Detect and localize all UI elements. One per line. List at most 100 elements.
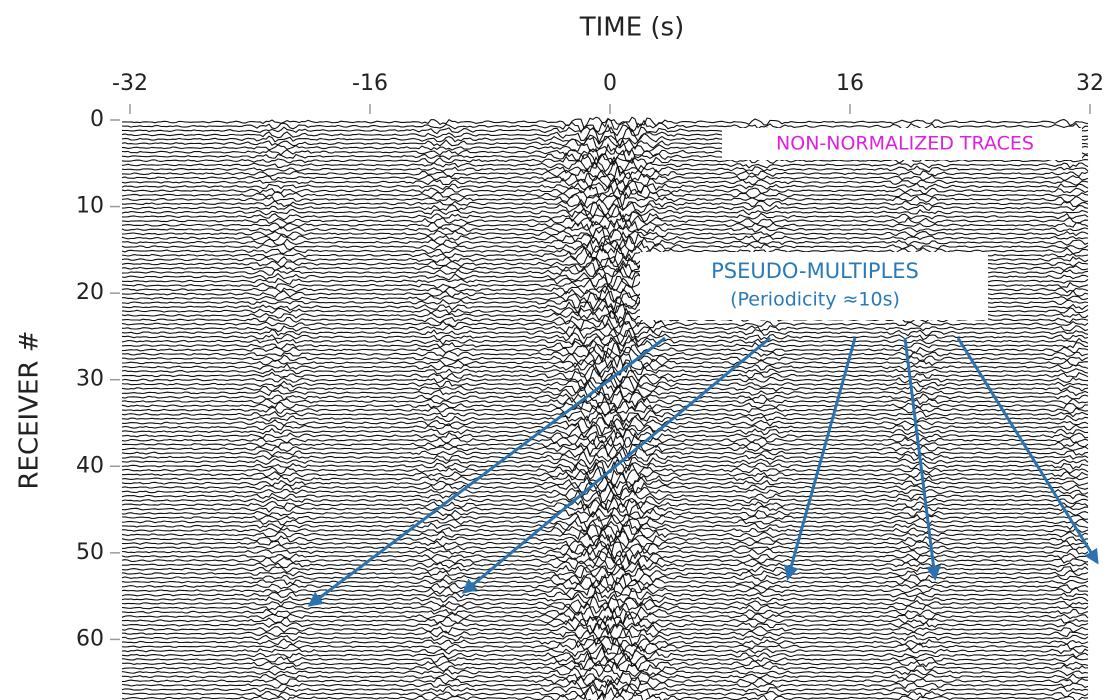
arrow [461, 336, 771, 594]
trace [121, 591, 1089, 606]
trace [121, 175, 1089, 192]
trace [121, 540, 1089, 558]
note-box [722, 128, 1082, 160]
trace [121, 314, 1089, 330]
trace [121, 642, 1089, 658]
x-tick-label: -16 [352, 71, 388, 96]
y-tick-label: 10 [76, 194, 104, 219]
trace [121, 336, 1089, 356]
trace [121, 183, 1089, 199]
arrow [307, 336, 666, 607]
label-box [640, 252, 988, 320]
trace [121, 396, 1089, 415]
x-tick-label: 16 [836, 71, 864, 96]
y-tick-label: 0 [90, 107, 104, 132]
trace [121, 359, 1089, 377]
annotation-label: PSEUDO-MULTIPLES [711, 259, 919, 283]
trace [121, 581, 1089, 598]
trace [121, 230, 1089, 246]
y-tick-label: 40 [76, 453, 104, 478]
trace [122, 523, 1089, 539]
trace [121, 439, 1089, 458]
trace [121, 678, 1089, 692]
trace [121, 419, 1088, 437]
trace [121, 605, 1089, 622]
trace [121, 156, 1089, 174]
trace [121, 341, 1089, 359]
trace [122, 385, 1089, 402]
x-axis-label: TIME (s) [579, 13, 685, 43]
trace [121, 116, 1089, 129]
trace [121, 482, 1089, 500]
trace [121, 470, 1089, 489]
arrow [784, 337, 857, 581]
annotation-note: NON-NORMALIZED TRACES [776, 133, 1034, 155]
trace [121, 549, 1089, 567]
trace [122, 623, 1089, 642]
trace [121, 171, 1089, 187]
trace [121, 321, 1089, 338]
trace [121, 606, 1089, 627]
trace [121, 411, 1089, 427]
annotation-sublabel: (Periodicity ≈10s) [730, 289, 900, 311]
traces [121, 116, 1089, 700]
trace [121, 210, 1089, 223]
trace [121, 428, 1089, 444]
trace [121, 466, 1089, 484]
trace [121, 176, 1089, 195]
trace [121, 530, 1089, 548]
trace [121, 425, 1089, 440]
trace [122, 655, 1089, 672]
trace [122, 233, 1089, 253]
trace [122, 516, 1089, 536]
trace [122, 165, 1089, 183]
arrows [307, 336, 1099, 607]
trace [121, 663, 1089, 680]
trace [122, 353, 1089, 370]
trace [121, 223, 1089, 240]
arrow [956, 337, 1099, 565]
trace [121, 488, 1089, 503]
trace [122, 611, 1089, 631]
trace [121, 117, 1089, 134]
trace [121, 456, 1089, 470]
trace [122, 225, 1089, 243]
x-tick-label: 0 [603, 71, 617, 96]
axes: -32 -16 0 16 32 0 10 20 30 40 50 60 [76, 71, 1104, 651]
trace [121, 652, 1089, 667]
trace [121, 585, 1089, 601]
trace [121, 372, 1089, 389]
trace [122, 555, 1089, 571]
trace [121, 481, 1089, 497]
trace [121, 431, 1089, 448]
trace [121, 152, 1089, 169]
trace [122, 671, 1089, 686]
y-tick-label: 20 [76, 280, 104, 305]
trace [121, 690, 1089, 700]
trace [121, 393, 1089, 410]
trace [121, 408, 1089, 423]
x-tick-label: 32 [1076, 71, 1104, 96]
trace [121, 242, 1089, 259]
trace [121, 346, 1089, 361]
trace [121, 213, 1089, 230]
trace [121, 579, 1089, 593]
trace [121, 375, 1089, 393]
y-tick-label: 30 [76, 367, 104, 392]
trace [121, 446, 1089, 460]
trace [122, 350, 1089, 369]
trace [121, 618, 1089, 634]
trace [121, 237, 1089, 254]
trace [121, 389, 1089, 405]
trace [122, 451, 1089, 466]
trace [121, 679, 1089, 699]
trace [121, 191, 1088, 208]
trace [121, 637, 1089, 656]
trace [121, 415, 1089, 432]
trace [121, 633, 1089, 647]
y-tick-label: 60 [76, 626, 104, 651]
trace [121, 362, 1089, 378]
y-axis-label: RECEIVER # [15, 330, 45, 489]
trace [121, 329, 1089, 345]
